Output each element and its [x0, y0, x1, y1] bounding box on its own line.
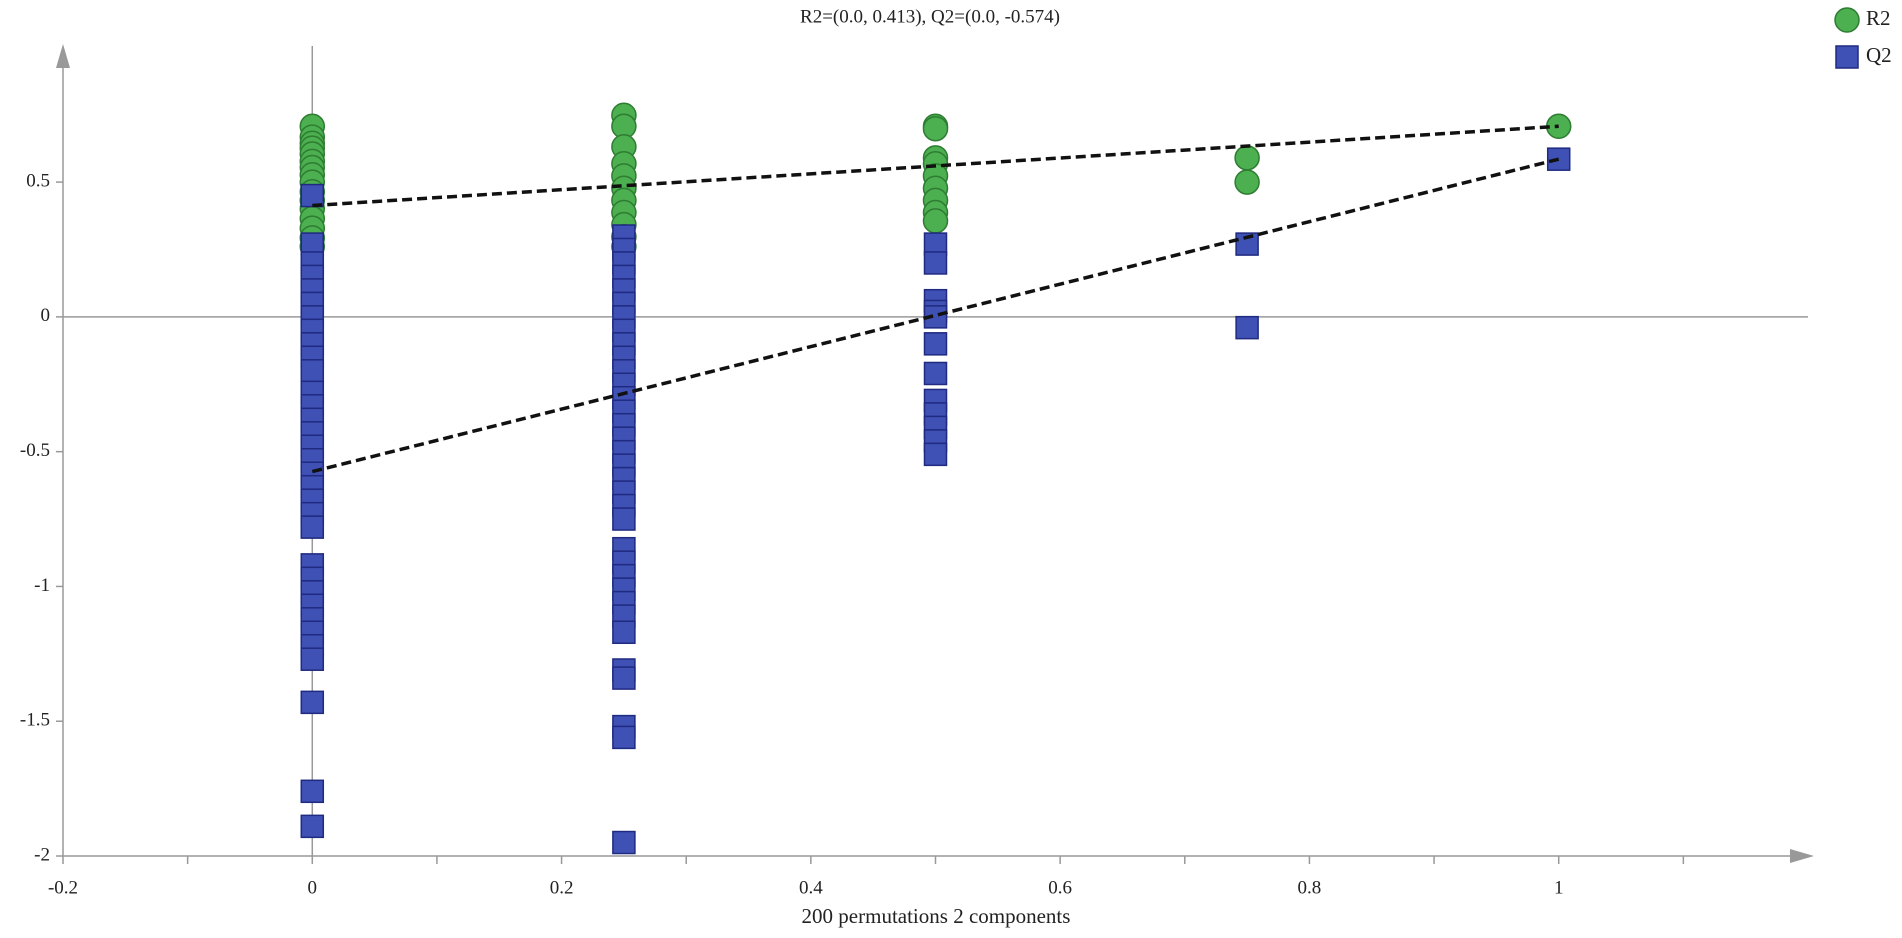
x-tick-label: 0	[308, 877, 318, 898]
regression-line	[312, 124, 1559, 208]
regression-line	[311, 157, 1560, 474]
x-axis-label: 200 permutations 2 components	[802, 904, 1071, 928]
point	[922, 115, 949, 142]
x-tick-label: 0.8	[1298, 877, 1322, 898]
point	[612, 666, 636, 690]
y-tick-label: -2	[34, 844, 50, 865]
legend-marker	[1835, 45, 1859, 69]
point	[612, 830, 636, 855]
point	[1235, 315, 1259, 340]
point	[612, 725, 636, 750]
point	[923, 361, 948, 386]
point	[300, 779, 325, 804]
point	[923, 251, 948, 275]
point	[922, 208, 949, 234]
point	[1546, 147, 1571, 171]
point	[923, 442, 948, 467]
y-axis-arrow	[56, 44, 70, 68]
x-tick-label: 1	[1554, 877, 1564, 898]
x-tick-label: 0.4	[799, 877, 823, 898]
point	[1234, 169, 1260, 195]
y-tick-label: -1.5	[20, 710, 50, 731]
x-tick-label: 0.6	[1048, 877, 1072, 898]
legend-marker	[1834, 7, 1860, 33]
point	[1234, 145, 1260, 171]
x-tick-label: -0.2	[48, 877, 78, 898]
chart-title: R2=(0.0, 0.413), Q2=(0.0, -0.574)	[800, 6, 1060, 27]
point	[300, 359, 325, 383]
y-tick-label: -1	[34, 575, 50, 596]
x-tick-label: 0.2	[550, 877, 574, 898]
point	[923, 332, 948, 356]
point	[300, 690, 325, 715]
point	[612, 507, 636, 531]
point	[1235, 232, 1259, 256]
y-tick-label: 0	[41, 305, 51, 326]
point	[300, 814, 325, 839]
legend-label: Q2	[1866, 43, 1892, 67]
point	[612, 620, 636, 645]
point	[300, 647, 325, 671]
x-axis-arrow	[1790, 849, 1814, 863]
point	[300, 515, 325, 539]
y-tick-label: 0.5	[26, 170, 50, 191]
legend-label: R2	[1866, 6, 1891, 30]
point	[1545, 113, 1572, 140]
y-tick-label: -0.5	[20, 440, 50, 461]
point	[300, 183, 325, 208]
